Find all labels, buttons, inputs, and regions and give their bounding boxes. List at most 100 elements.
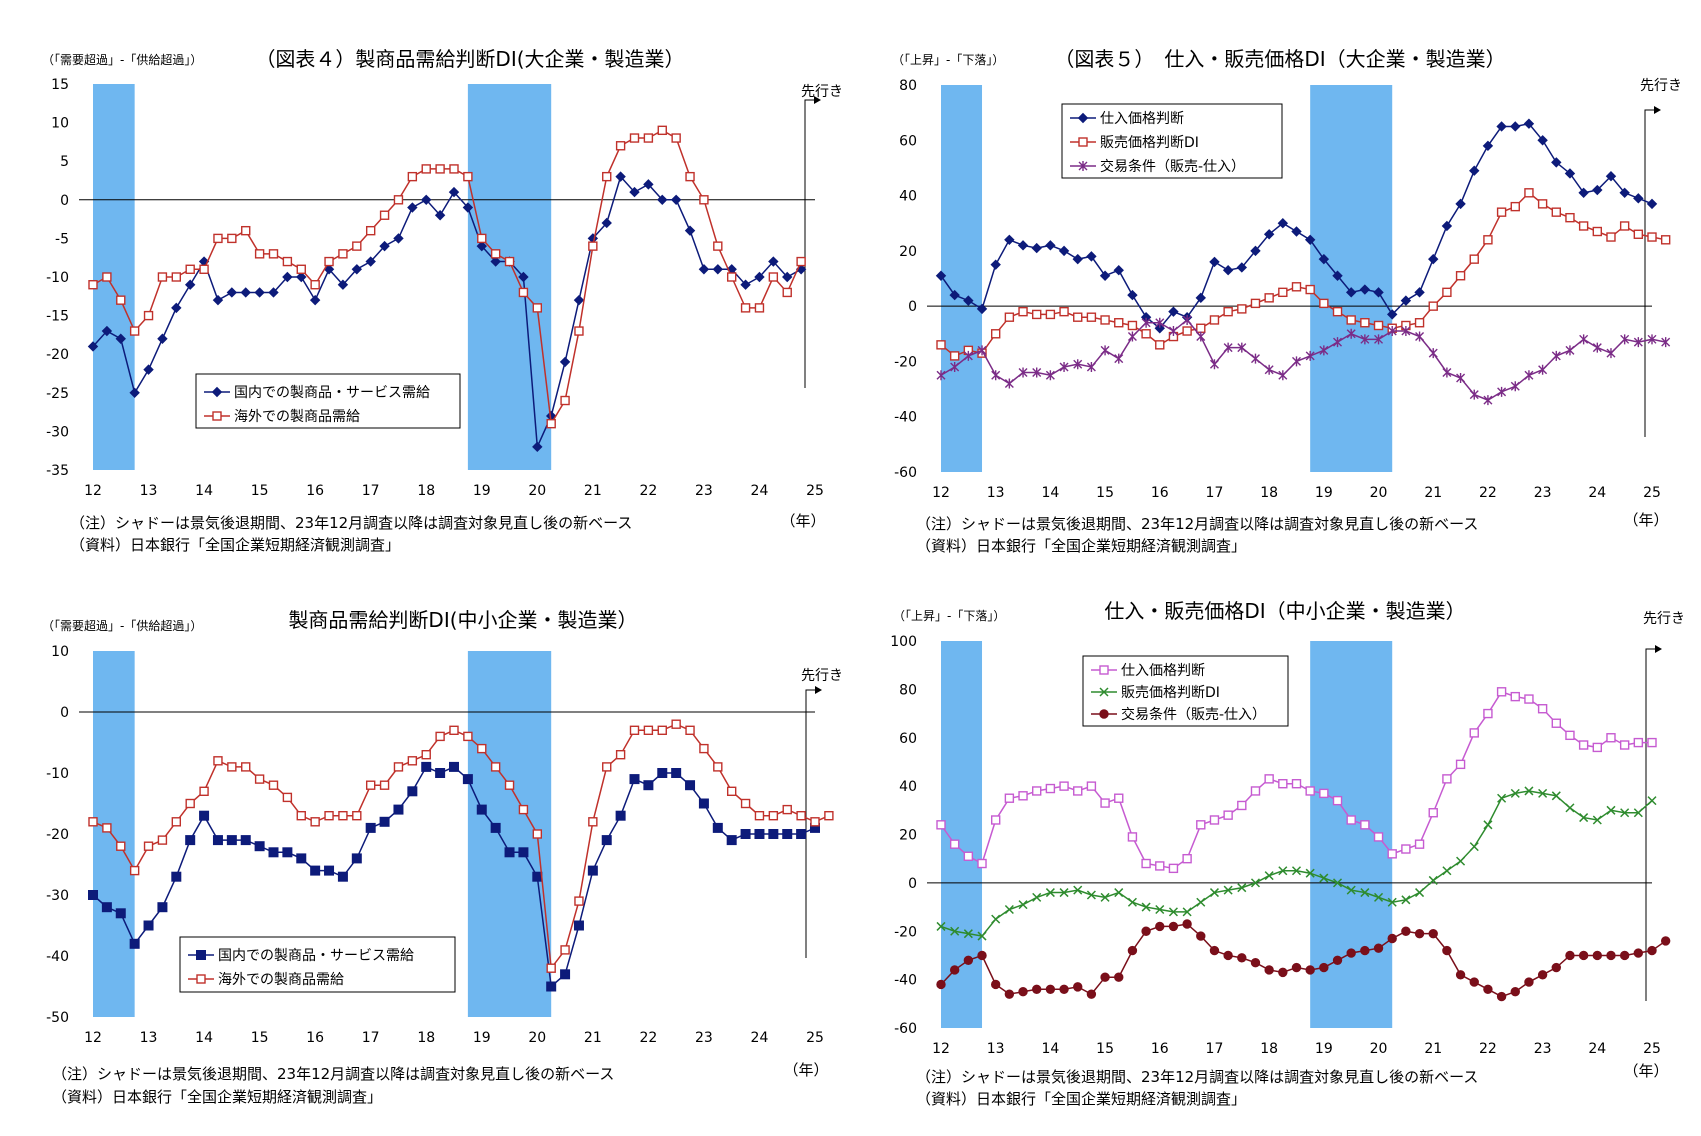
data-point-series-3 bbox=[1647, 945, 1657, 956]
data-point-series-2 bbox=[1127, 320, 1138, 331]
x-tick-label: 22 bbox=[1479, 485, 1497, 501]
data-point-series-1 bbox=[615, 810, 626, 821]
data-point-series-2 bbox=[588, 241, 598, 251]
data-point-series-1 bbox=[615, 171, 626, 182]
data-point-series-2 bbox=[532, 829, 543, 839]
data-point-series-3 bbox=[1455, 970, 1466, 980]
data-point-series-2 bbox=[1305, 868, 1315, 878]
y-tick-label: -10 bbox=[46, 766, 69, 782]
forecast-label: 先行き bbox=[1643, 611, 1685, 627]
data-point-series-2 bbox=[157, 835, 168, 845]
data-point-series-3 bbox=[1237, 953, 1247, 963]
data-point-series-3 bbox=[1551, 962, 1561, 973]
data-point-series-1 bbox=[949, 839, 960, 849]
data-point-series-2 bbox=[171, 272, 182, 282]
data-point-series-1 bbox=[726, 835, 737, 846]
legend-box bbox=[195, 373, 461, 429]
data-point-series-1 bbox=[87, 341, 99, 352]
data-point-series-2 bbox=[629, 133, 640, 143]
y-tick-label: 60 bbox=[899, 731, 917, 747]
data-point-series-2 bbox=[1401, 895, 1411, 905]
data-point-series-1 bbox=[532, 441, 543, 453]
data-point-series-2 bbox=[296, 264, 306, 274]
data-point-series-1 bbox=[1523, 118, 1535, 129]
data-point-series-3 bbox=[1496, 991, 1507, 1002]
data-point-series-1 bbox=[129, 938, 140, 949]
forecast-arrow-head bbox=[1654, 106, 1661, 114]
data-point-series-2 bbox=[324, 256, 334, 267]
data-point-series-3 bbox=[1551, 350, 1561, 361]
y-tick-label: 80 bbox=[899, 682, 917, 698]
x-tick-label: 21 bbox=[1424, 1041, 1442, 1057]
recession-shading bbox=[467, 84, 552, 470]
x-tick-label: 15 bbox=[251, 483, 269, 499]
data-point-series-2 bbox=[1346, 885, 1356, 895]
x-tick-label: 14 bbox=[195, 483, 213, 499]
data-point-series-1 bbox=[1141, 858, 1151, 869]
data-point-series-3 bbox=[1483, 984, 1493, 994]
data-point-series-1 bbox=[587, 865, 598, 876]
data-point-series-1 bbox=[226, 287, 238, 298]
data-point-series-1 bbox=[1524, 694, 1534, 704]
y-tick-label: -5 bbox=[55, 231, 69, 247]
data-point-series-1 bbox=[1059, 781, 1069, 791]
data-point-series-3 bbox=[1565, 950, 1575, 961]
data-point-series-1 bbox=[1633, 193, 1644, 204]
data-point-series-1 bbox=[1496, 687, 1507, 697]
data-point-series-1 bbox=[351, 853, 362, 864]
recession-shading bbox=[93, 84, 135, 470]
data-point-series-1 bbox=[1278, 779, 1288, 789]
forecast-arrow bbox=[805, 689, 818, 958]
data-point-series-2 bbox=[296, 811, 306, 821]
y-tick-label: 60 bbox=[899, 133, 917, 149]
data-point-series-1 bbox=[712, 264, 724, 275]
x-tick-label: 25 bbox=[1643, 1041, 1661, 1057]
data-point-series-1 bbox=[1606, 733, 1616, 743]
data-point-series-2 bbox=[740, 798, 751, 809]
data-point-series-2 bbox=[1428, 875, 1438, 885]
data-point-series-2 bbox=[1278, 287, 1288, 298]
data-point-series-3 bbox=[1442, 945, 1452, 956]
data-point-series-1 bbox=[977, 858, 987, 869]
x-tick-label: 21 bbox=[584, 483, 602, 499]
data-point-series-2 bbox=[310, 817, 320, 827]
data-point-series-2 bbox=[1633, 229, 1644, 239]
y-tick-label: -30 bbox=[46, 424, 69, 440]
data-point-series-1 bbox=[1646, 198, 1658, 210]
data-point-series-2 bbox=[1578, 221, 1589, 231]
x-axis-unit-label: （年） bbox=[1623, 511, 1668, 529]
data-point-series-1 bbox=[365, 822, 376, 833]
data-point-series-3 bbox=[1332, 955, 1343, 965]
y-tick-label: 10 bbox=[51, 644, 69, 660]
data-point-series-1 bbox=[282, 847, 293, 858]
data-point-series-1 bbox=[532, 871, 543, 882]
data-point-series-1 bbox=[1319, 788, 1329, 799]
data-point-series-1 bbox=[1196, 820, 1206, 830]
data-point-series-3 bbox=[1401, 926, 1411, 936]
x-tick-label: 22 bbox=[639, 483, 657, 499]
legend-swatch-marker bbox=[1077, 112, 1089, 124]
data-point-series-2 bbox=[685, 725, 695, 735]
data-point-series-1 bbox=[1578, 740, 1589, 750]
chart-3: 10 0 -10 -20 -30 -40 -50 12 13 14 15 16 17 18 19 20 21 22… bbox=[42, 608, 843, 1106]
data-point-series-2 bbox=[1414, 318, 1425, 328]
y-tick-label: 80 bbox=[899, 78, 917, 94]
data-point-series-2 bbox=[227, 233, 237, 244]
x-tick-label: 21 bbox=[584, 1030, 602, 1046]
legend-label: 交易条件（販売-仕入） bbox=[1100, 158, 1245, 175]
x-tick-label: 22 bbox=[639, 1030, 657, 1046]
data-point-series-1 bbox=[1605, 171, 1617, 182]
data-point-series-1 bbox=[1619, 187, 1630, 199]
data-point-series-1 bbox=[1387, 309, 1398, 320]
data-point-series-2 bbox=[504, 256, 515, 267]
chart-title: 製商品需給判断DI(中小企業・製造業） bbox=[288, 608, 637, 632]
x-tick-label: 17 bbox=[1206, 1041, 1224, 1057]
data-point-series-1 bbox=[337, 871, 348, 882]
x-tick-label: 18 bbox=[1260, 485, 1278, 501]
data-point-series-1 bbox=[490, 256, 501, 267]
data-point-series-2 bbox=[1360, 318, 1370, 328]
data-point-series-2 bbox=[199, 264, 209, 274]
data-point-series-1 bbox=[490, 822, 501, 833]
forecast-arrow-head bbox=[814, 96, 821, 104]
data-point-series-1 bbox=[143, 920, 154, 931]
